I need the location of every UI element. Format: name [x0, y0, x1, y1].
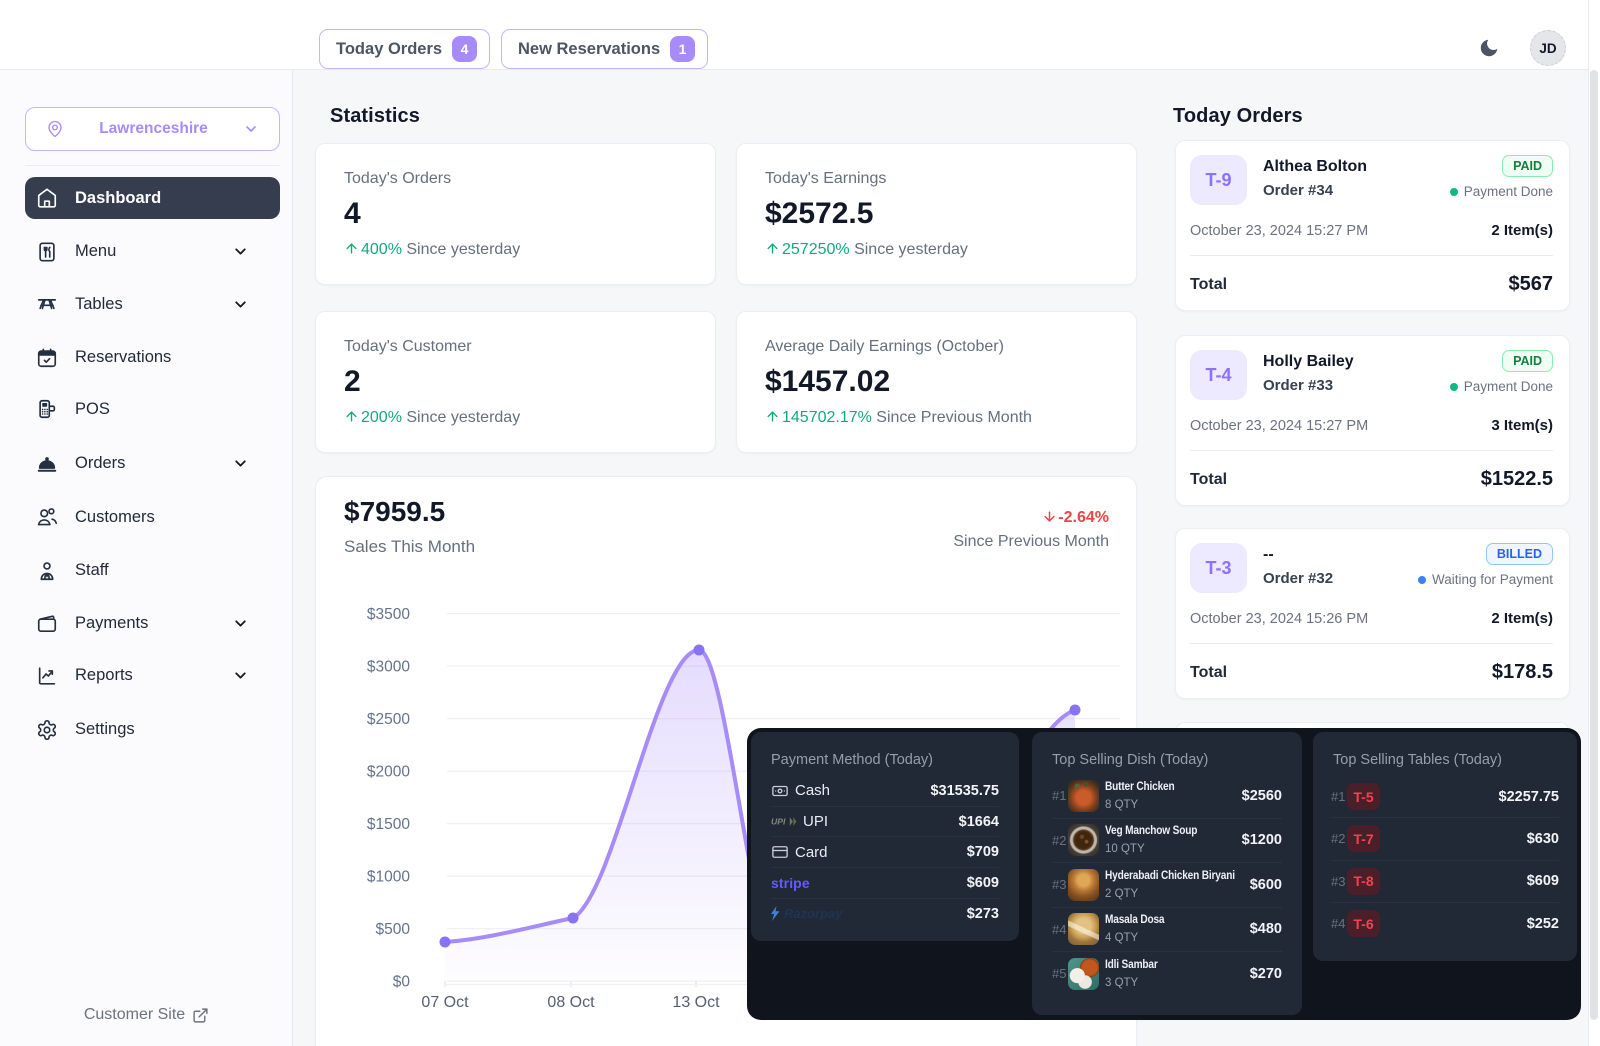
svg-text:$3000: $3000	[367, 659, 410, 676]
svg-text:07 Oct: 07 Oct	[421, 994, 469, 1011]
svg-text:13 Oct: 13 Oct	[672, 994, 720, 1011]
svg-text:$1000: $1000	[367, 869, 410, 886]
svg-text:08 Oct: 08 Oct	[547, 994, 595, 1011]
svg-text:$1500: $1500	[367, 816, 410, 833]
svg-text:$2000: $2000	[367, 764, 410, 781]
svg-text:$3500: $3500	[367, 606, 410, 623]
svg-text:$500: $500	[376, 921, 411, 938]
svg-text:$0: $0	[393, 974, 411, 991]
svg-text:$2500: $2500	[367, 711, 410, 728]
svg-text:UPI: UPI	[771, 817, 786, 827]
